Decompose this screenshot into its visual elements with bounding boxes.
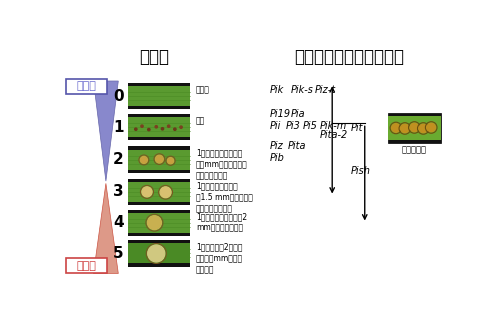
Text: 罹病性: 罹病性 — [76, 261, 96, 271]
Polygon shape — [94, 184, 118, 273]
Text: Pik-m: Pik-m — [320, 121, 347, 131]
Text: Pik: Pik — [270, 85, 284, 95]
Text: Pish: Pish — [351, 166, 370, 176]
Bar — [66, 258, 106, 273]
Circle shape — [142, 187, 152, 197]
Text: 4: 4 — [113, 215, 124, 230]
Text: Pii: Pii — [270, 121, 281, 131]
Bar — [128, 114, 190, 140]
Circle shape — [134, 128, 137, 130]
Text: 抵抗性: 抵抗性 — [76, 81, 96, 91]
Circle shape — [427, 123, 436, 132]
Circle shape — [392, 124, 400, 132]
Circle shape — [156, 155, 163, 163]
Circle shape — [162, 128, 164, 130]
Text: 1次支脈巾を越え直径2
mm以内の中型病斑: 1次支脈巾を越え直径2 mm以内の中型病斑 — [196, 212, 247, 232]
Circle shape — [160, 187, 171, 198]
Text: 1次支脈巾に収まる直
径１mm以内の小型病
斑、周囲は褐変: 1次支脈巾に収まる直 径１mm以内の小型病 斑、周囲は褐変 — [196, 149, 248, 181]
Bar — [128, 147, 190, 173]
Bar — [128, 179, 190, 205]
Bar — [128, 83, 190, 109]
Text: 1次支脈巾の2倍を越
え直径２mm以上の
大型病斑: 1次支脈巾の2倍を越 え直径２mm以上の 大型病斑 — [196, 243, 243, 275]
Text: 無病斑: 無病斑 — [196, 86, 209, 95]
Bar — [128, 182, 190, 202]
Circle shape — [155, 126, 158, 128]
Text: 各抵抗性遺伝子の感染型: 各抵抗性遺伝子の感染型 — [294, 48, 404, 66]
Circle shape — [148, 128, 150, 131]
Text: Pita: Pita — [288, 141, 306, 151]
Text: 感染型: 感染型 — [139, 48, 169, 66]
Bar — [128, 117, 190, 137]
Circle shape — [180, 126, 182, 128]
Circle shape — [400, 124, 409, 133]
Text: Pi3: Pi3 — [286, 121, 300, 131]
Bar — [128, 86, 190, 106]
Circle shape — [140, 156, 147, 163]
Text: Pi19: Pi19 — [270, 109, 291, 119]
Circle shape — [148, 245, 165, 262]
Circle shape — [168, 158, 173, 164]
Bar — [66, 79, 106, 94]
Text: Pi5: Pi5 — [303, 121, 318, 131]
Bar — [128, 241, 190, 267]
Circle shape — [148, 216, 162, 230]
Text: Piz: Piz — [270, 141, 284, 151]
Text: 3: 3 — [113, 185, 124, 199]
Circle shape — [168, 125, 170, 127]
Bar — [388, 113, 440, 143]
Text: 2: 2 — [113, 152, 124, 167]
Bar — [128, 243, 190, 263]
Text: Pita-2: Pita-2 — [320, 129, 348, 139]
Text: Piz-t: Piz-t — [315, 85, 336, 95]
Text: 1: 1 — [113, 120, 124, 135]
Circle shape — [141, 125, 143, 127]
Bar — [128, 210, 190, 236]
Circle shape — [419, 124, 428, 133]
Text: 褐点: 褐点 — [196, 117, 205, 125]
Text: Pit: Pit — [351, 123, 364, 133]
Text: Pib: Pib — [270, 153, 285, 163]
Polygon shape — [94, 81, 118, 181]
Text: ひがさ病斑: ひがさ病斑 — [402, 145, 427, 154]
Text: 0: 0 — [113, 89, 124, 104]
Bar — [388, 116, 440, 140]
Circle shape — [410, 123, 418, 132]
Bar — [128, 213, 190, 233]
Text: 5: 5 — [113, 246, 124, 261]
Text: Pia: Pia — [291, 109, 306, 119]
Circle shape — [174, 128, 176, 130]
Bar — [128, 149, 190, 170]
Text: 1次支脈巾を越え直
径1.5 mm以内の小型
病斑、周囲は褐変: 1次支脈巾を越え直 径1.5 mm以内の小型 病斑、周囲は褐変 — [196, 181, 252, 213]
Text: Pik-s: Pik-s — [290, 85, 313, 95]
